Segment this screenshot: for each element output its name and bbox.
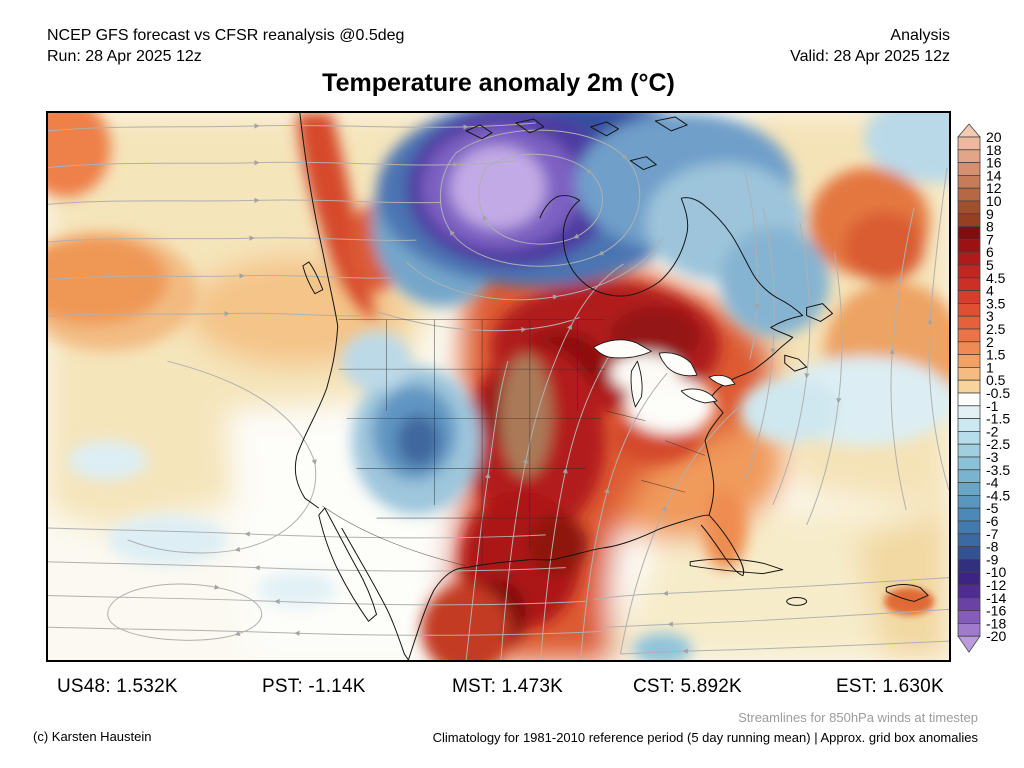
svg-text:-4: -4	[986, 475, 999, 491]
svg-text:-16: -16	[986, 603, 1006, 619]
svg-text:2: 2	[986, 334, 994, 350]
svg-text:8: 8	[986, 219, 994, 235]
svg-text:3.5: 3.5	[986, 295, 1006, 311]
page-title: Temperature anomaly 2m (°C)	[322, 69, 675, 97]
svg-text:-9: -9	[986, 551, 999, 567]
svg-text:3: 3	[986, 308, 994, 324]
svg-text:-4.5: -4.5	[986, 487, 1010, 503]
political-borders	[322, 319, 706, 566]
stat-cst: CST: 5.892K	[633, 676, 742, 697]
streamline-note: Streamlines for 850hPa winds at timestep	[738, 710, 978, 725]
svg-text:1: 1	[986, 359, 994, 375]
svg-text:9: 9	[986, 206, 994, 222]
stat-est: EST: 1.630K	[836, 676, 944, 697]
coastlines	[294, 113, 929, 660]
svg-text:2.5: 2.5	[986, 321, 1006, 337]
stat-us48: US48: 1.532K	[57, 676, 178, 697]
streamlines	[48, 122, 949, 660]
svg-text:14: 14	[986, 167, 1002, 183]
credit-line: (c) Karsten Haustein	[33, 729, 152, 744]
color-scale-legend: 201816141210987654.543.532.521.510.5-0.5…	[957, 123, 1010, 653]
svg-text:-8: -8	[986, 539, 999, 555]
svg-text:-2: -2	[986, 423, 999, 439]
svg-text:-5: -5	[986, 500, 999, 516]
svg-text:-3.5: -3.5	[986, 462, 1010, 478]
mode-label: Analysis	[890, 27, 950, 44]
svg-text:-7: -7	[986, 526, 999, 542]
climatology-note: Climatology for 1981-2010 reference peri…	[432, 730, 978, 745]
svg-text:-12: -12	[986, 577, 1006, 593]
svg-text:5: 5	[986, 257, 994, 273]
svg-text:12: 12	[986, 180, 1002, 196]
svg-text:20: 20	[986, 129, 1002, 145]
svg-text:-20: -20	[986, 628, 1006, 644]
svg-text:16: 16	[986, 155, 1002, 171]
stat-pst: PST: -1.14K	[262, 676, 366, 697]
anomaly-map	[46, 111, 951, 662]
svg-text:1.5: 1.5	[986, 347, 1006, 363]
svg-text:-3: -3	[986, 449, 999, 465]
run-line: Run: 28 Apr 2025 12z	[47, 48, 202, 65]
header-left: NCEP GFS forecast vs CFSR reanalysis @0.…	[47, 25, 404, 67]
anomaly-map-svg	[48, 113, 949, 660]
svg-text:4.5: 4.5	[986, 270, 1006, 286]
svg-text:-14: -14	[986, 590, 1006, 606]
header-right: Analysis Valid: 28 Apr 2025 12z	[790, 25, 950, 67]
svg-text:0.5: 0.5	[986, 372, 1006, 388]
model-line: NCEP GFS forecast vs CFSR reanalysis @0.…	[47, 27, 405, 44]
svg-text:18: 18	[986, 142, 1002, 158]
svg-text:-18: -18	[986, 615, 1006, 631]
svg-text:4: 4	[986, 283, 994, 299]
svg-text:-1: -1	[986, 398, 999, 414]
svg-text:-6: -6	[986, 513, 999, 529]
svg-text:10: 10	[986, 193, 1002, 209]
stat-mst: MST: 1.473K	[452, 676, 563, 697]
great-lakes	[593, 339, 736, 408]
svg-text:6: 6	[986, 244, 994, 260]
svg-text:-2.5: -2.5	[986, 436, 1010, 452]
svg-text:-0.5: -0.5	[986, 385, 1010, 401]
svg-text:-10: -10	[986, 564, 1006, 580]
valid-line: Valid: 28 Apr 2025 12z	[790, 48, 950, 65]
svg-text:-1.5: -1.5	[986, 411, 1010, 427]
svg-text:7: 7	[986, 231, 994, 247]
anomaly-field	[48, 113, 949, 660]
